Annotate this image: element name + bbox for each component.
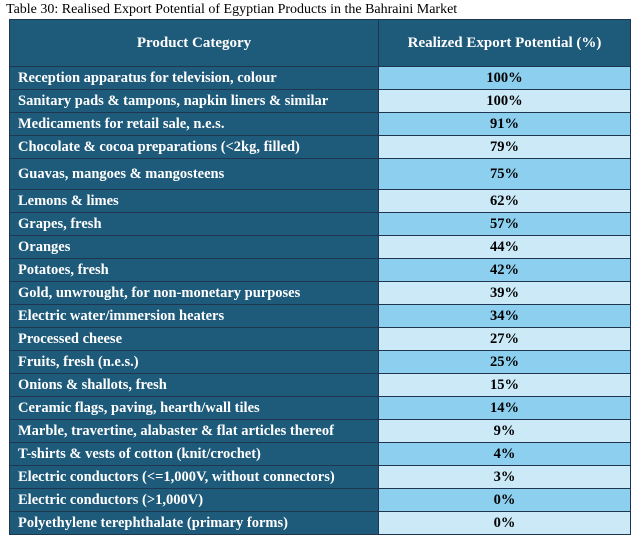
row-value: 34% xyxy=(378,304,631,328)
row-value: 44% xyxy=(378,235,631,259)
row-category: Oranges xyxy=(9,235,379,259)
row-value: 42% xyxy=(378,258,631,282)
row-value: 79% xyxy=(378,135,631,159)
row-value: 100% xyxy=(378,66,631,90)
table-row: Onions & shallots, fresh 15% xyxy=(9,373,631,397)
row-value: 4% xyxy=(378,442,631,466)
row-value: 0% xyxy=(378,511,631,535)
row-value: 25% xyxy=(378,350,631,374)
row-category: Fruits, fresh (n.e.s.) xyxy=(9,350,379,374)
table-row: Potatoes, fresh 42% xyxy=(9,258,631,282)
table-header-row: Product Category Realized Export Potenti… xyxy=(9,19,631,67)
row-value: 39% xyxy=(378,281,631,305)
table-row: Electric water/immersion heaters 34% xyxy=(9,304,631,328)
row-category: Sanitary pads & tampons, napkin liners &… xyxy=(9,89,379,113)
row-category: Reception apparatus for television, colo… xyxy=(9,66,379,90)
row-category: Polyethylene terephthalate (primary form… xyxy=(9,511,379,535)
row-category: T-shirts & vests of cotton (knit/crochet… xyxy=(9,442,379,466)
table-row: Grapes, fresh 57% xyxy=(9,212,631,236)
table-caption: Table 30: Realised Export Potential of E… xyxy=(6,2,458,17)
row-value: 27% xyxy=(378,327,631,351)
row-category: Potatoes, fresh xyxy=(9,258,379,282)
table-row: Oranges 44% xyxy=(9,235,631,259)
row-category: Guavas, mangoes & mangosteens xyxy=(9,158,379,190)
table-row: Gold, unwrought, for non-monetary purpos… xyxy=(9,281,631,305)
row-value: 75% xyxy=(378,158,631,190)
table-row: T-shirts & vests of cotton (knit/crochet… xyxy=(9,442,631,466)
row-category: Gold, unwrought, for non-monetary purpos… xyxy=(9,281,379,305)
row-category: Processed cheese xyxy=(9,327,379,351)
row-category: Grapes, fresh xyxy=(9,212,379,236)
table-row: Ceramic flags, paving, hearth/wall tiles… xyxy=(9,396,631,420)
row-value: 14% xyxy=(378,396,631,420)
row-category: Ceramic flags, paving, hearth/wall tiles xyxy=(9,396,379,420)
table-row: Lemons & limes 62% xyxy=(9,189,631,213)
table-row: Guavas, mangoes & mangosteens 75% xyxy=(9,158,631,190)
row-category: Chocolate & cocoa preparations (<2kg, fi… xyxy=(9,135,379,159)
table-row: Polyethylene terephthalate (primary form… xyxy=(9,511,631,535)
table-row: Processed cheese 27% xyxy=(9,327,631,351)
row-value: 57% xyxy=(378,212,631,236)
row-category: Medicaments for retail sale, n.e.s. xyxy=(9,112,379,136)
table-row: Sanitary pads & tampons, napkin liners &… xyxy=(9,89,631,113)
row-category: Onions & shallots, fresh xyxy=(9,373,379,397)
row-value: 3% xyxy=(378,465,631,489)
row-value: 9% xyxy=(378,419,631,443)
row-value: 15% xyxy=(378,373,631,397)
row-category: Electric conductors (>1,000V) xyxy=(9,488,379,512)
row-value: 62% xyxy=(378,189,631,213)
table-row: Electric conductors (>1,000V) 0% xyxy=(9,488,631,512)
row-category: Lemons & limes xyxy=(9,189,379,213)
header-export-potential: Realized Export Potential (%) xyxy=(378,19,631,67)
table-row: Electric conductors (<=1,000V, without c… xyxy=(9,465,631,489)
table-row: Fruits, fresh (n.e.s.) 25% xyxy=(9,350,631,374)
table-row: Chocolate & cocoa preparations (<2kg, fi… xyxy=(9,135,631,159)
table-row: Reception apparatus for television, colo… xyxy=(9,66,631,90)
table-row: Marble, travertine, alabaster & flat art… xyxy=(9,419,631,443)
export-potential-table: Product Category Realized Export Potenti… xyxy=(9,19,631,535)
row-value: 100% xyxy=(378,89,631,113)
header-product-category: Product Category xyxy=(9,19,379,67)
row-value: 0% xyxy=(378,488,631,512)
table-row: Medicaments for retail sale, n.e.s. 91% xyxy=(9,112,631,136)
row-category: Marble, travertine, alabaster & flat art… xyxy=(9,419,379,443)
row-category: Electric conductors (<=1,000V, without c… xyxy=(9,465,379,489)
row-value: 91% xyxy=(378,112,631,136)
row-category: Electric water/immersion heaters xyxy=(9,304,379,328)
